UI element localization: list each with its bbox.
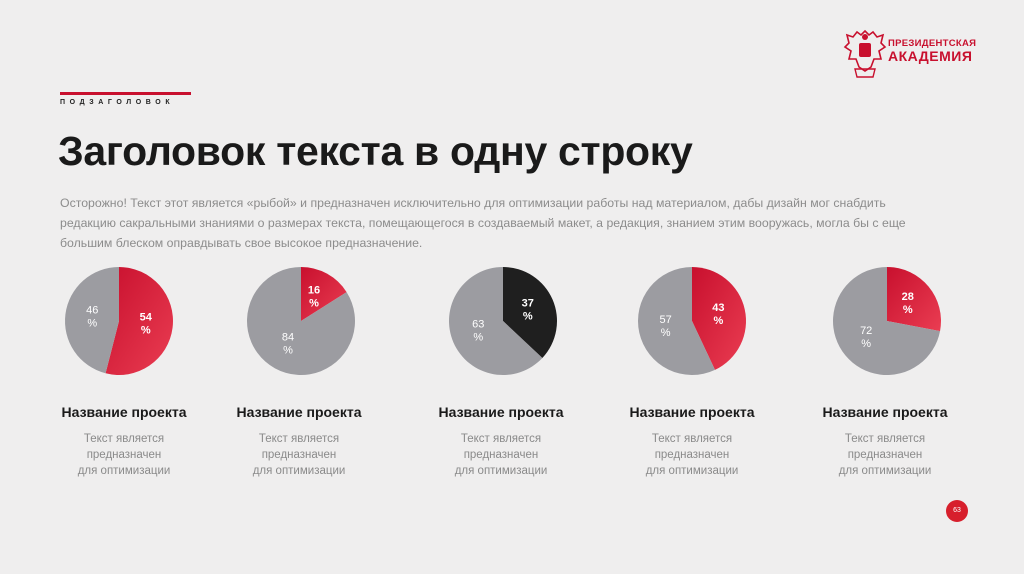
slice-label: 37% (522, 297, 534, 322)
project-title: Название проекта (822, 404, 948, 420)
logo-line1: ПРЕЗИДЕНТСКАЯ (888, 38, 977, 49)
project-title: Название проекта (629, 404, 755, 420)
logo-line2: АКАДЕМИЯ (888, 48, 973, 65)
pie-slice (832, 267, 941, 375)
slice-label: 63% (472, 319, 484, 344)
project-description: Текст является предназначен для оптимиза… (838, 433, 932, 477)
project-title: Название проекта (236, 404, 362, 420)
project-description: Текст является предназначен для оптимиза… (645, 433, 739, 477)
eagle-emblem-icon (843, 29, 887, 78)
pie-slice (449, 267, 543, 375)
pie-slice (637, 267, 715, 376)
logo-wordmark: ПРЕЗИДЕНТСКАЯ АКАДЕМИЯ (888, 38, 977, 65)
page-number-badge: 63 (946, 500, 968, 522)
project-title: Название проекта (438, 404, 564, 420)
pie-slice (105, 267, 174, 376)
slice-label: 28% (902, 291, 914, 316)
slice-label: 72% (860, 325, 872, 350)
pie-slice (887, 267, 941, 332)
slice-label: 46% (86, 305, 98, 330)
lead-paragraph: Осторожно! Текст этот является «рыбой» и… (60, 196, 906, 250)
project-title: Название проекта (61, 404, 187, 420)
eyebrow-rule (60, 92, 191, 95)
project-card: Название проекта Текст является предназн… (795, 404, 975, 479)
pie-slice (692, 267, 746, 370)
project-description: Текст является предназначен для оптимиза… (454, 433, 548, 477)
page-title: Заголовок текста в одну строку (58, 128, 693, 174)
pie-slice (301, 267, 347, 321)
project-description: Текст является предназначен для оптимиза… (252, 433, 346, 477)
slice-label: 54% (140, 311, 153, 336)
slice-label: 57% (660, 314, 672, 339)
project-card: Название проекта Текст является предназн… (602, 404, 782, 479)
project-card: Название проекта Текст является предназн… (34, 404, 214, 479)
eyebrow-subtitle: ПОДЗАГОЛОВОК (60, 99, 175, 106)
slice-label: 43% (712, 302, 724, 327)
slice-label: 84% (282, 332, 294, 357)
academy-logo: ПРЕЗИДЕНТСКАЯ АКАДЕМИЯ (843, 25, 978, 83)
project-card: Название проекта Текст является предназн… (209, 404, 389, 479)
pie-slice (247, 267, 356, 375)
project-description: Текст является предназначен для оптимиза… (77, 433, 171, 477)
project-card: Название проекта Текст является предназн… (411, 404, 591, 479)
pie-slice (65, 267, 119, 374)
pie-slice (503, 267, 557, 358)
slice-label: 16% (308, 284, 320, 309)
